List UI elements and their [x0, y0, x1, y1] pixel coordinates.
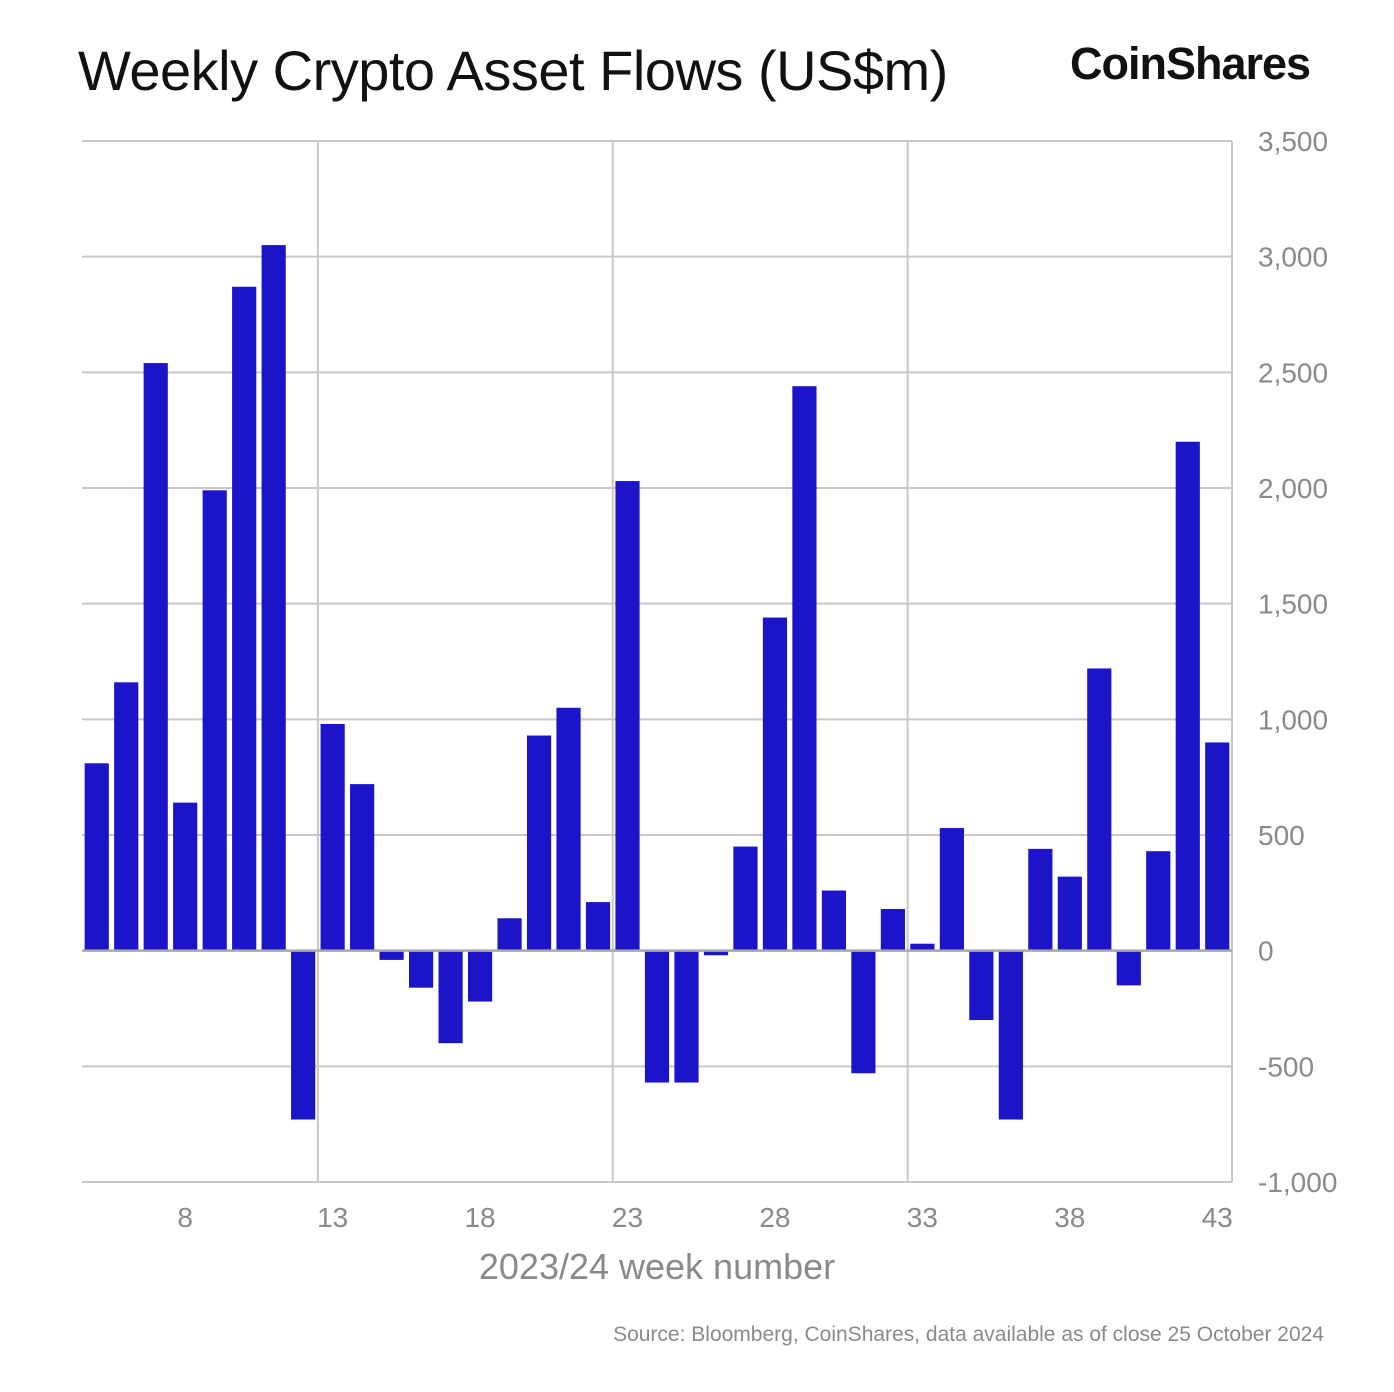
x-tick-label: 38 [1054, 1202, 1085, 1233]
bar-week-40 [1116, 950, 1141, 986]
bar-week-8 [173, 802, 198, 951]
bar-week-19 [497, 918, 522, 951]
bar-week-36 [998, 950, 1023, 1120]
bar-week-12 [291, 950, 316, 1120]
bar-week-9 [202, 490, 227, 951]
bar-week-18 [467, 950, 493, 1002]
bar-week-43 [1205, 742, 1230, 951]
y-tick-label: -500 [1258, 1051, 1314, 1082]
y-tick-label: 2,500 [1258, 357, 1328, 388]
bar-week-31 [851, 950, 876, 1074]
bar-week-39 [1087, 668, 1112, 951]
bar-week-38 [1057, 876, 1082, 951]
bar-week-10 [232, 286, 257, 951]
y-tick-label: 500 [1258, 820, 1305, 851]
x-axis-title: 2023/24 week number [479, 1246, 835, 1287]
bar-week-5 [84, 763, 109, 951]
bar-week-7 [143, 363, 168, 951]
x-tick-label: 8 [177, 1202, 193, 1233]
bar-week-16 [409, 950, 434, 988]
source-note: Source: Bloomberg, CoinShares, data avai… [613, 1323, 1324, 1346]
bar-week-42 [1175, 441, 1200, 951]
bar-week-11 [261, 245, 286, 951]
y-tick-label: -1,000 [1258, 1167, 1337, 1198]
bar-week-28 [762, 617, 788, 951]
bar-chart: 3,500 3,000 2,500 2,000 1,500 1,000 500 0 -500 -1… [82, 126, 1337, 1287]
bar-week-23 [615, 481, 640, 951]
y-tick-label: 3,500 [1258, 126, 1328, 157]
bar-week-33 [910, 943, 935, 951]
x-tick-label: 28 [759, 1202, 790, 1233]
bar-week-37 [1028, 848, 1053, 951]
x-tick-label: 23 [612, 1202, 643, 1233]
bar-week-32 [880, 909, 905, 951]
coinshares-logo: CoinShares [1070, 38, 1311, 89]
bar-week-27 [733, 846, 758, 951]
bar-week-25 [674, 950, 699, 1083]
y-tick-label: 2,000 [1258, 473, 1328, 504]
bar-week-13 [320, 723, 345, 951]
bar-week-34 [939, 828, 964, 951]
bar-week-21 [556, 707, 581, 951]
x-tick-label: 13 [317, 1202, 348, 1233]
bar-week-17 [438, 950, 463, 1044]
bar-week-24 [644, 950, 670, 1083]
chart-title: Weekly Crypto Asset Flows (US$m) [78, 39, 948, 102]
x-tick-label: 18 [464, 1202, 495, 1233]
bar-week-14 [350, 784, 375, 951]
bar-week-15 [379, 950, 404, 960]
bars [84, 245, 1230, 1120]
bar-week-35 [969, 950, 994, 1021]
y-tick-label: 3,000 [1258, 242, 1328, 273]
bar-week-20 [526, 735, 552, 951]
x-tick-label: 33 [907, 1202, 938, 1233]
y-tick-label: 1,000 [1258, 704, 1328, 735]
bar-week-26 [703, 950, 729, 956]
tick-labels: 3,500 3,000 2,500 2,000 1,500 1,000 500 0 -500 -1… [177, 126, 1337, 1287]
bar-week-30 [821, 890, 847, 951]
y-tick-label: 0 [1258, 936, 1274, 967]
bar-week-41 [1146, 851, 1171, 951]
bar-week-29 [792, 386, 817, 951]
bar-week-6 [114, 682, 139, 951]
bar-week-22 [585, 902, 611, 951]
y-tick-label: 1,500 [1258, 589, 1328, 620]
x-tick-label: 43 [1202, 1202, 1233, 1233]
